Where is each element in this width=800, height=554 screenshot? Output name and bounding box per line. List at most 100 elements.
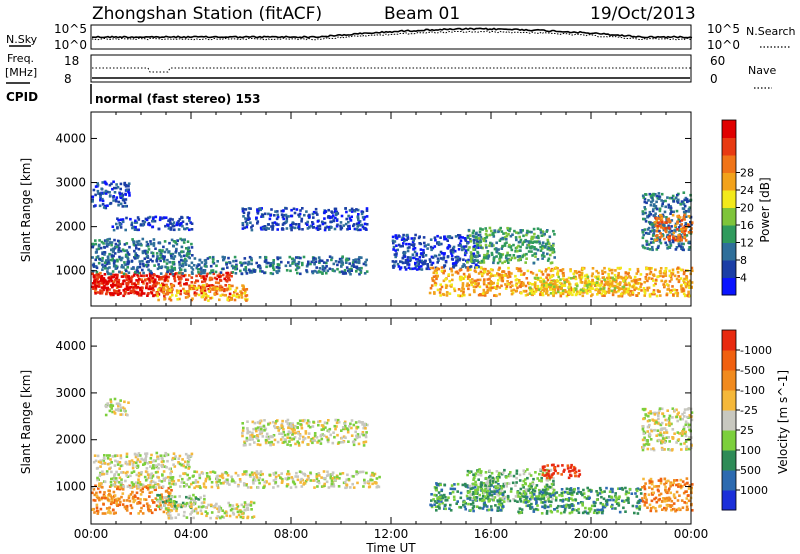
velocity-cell [124, 479, 127, 483]
power-cell [402, 242, 405, 245]
power-cell [294, 262, 297, 266]
power-cell [429, 286, 433, 290]
velocity-cell [209, 516, 212, 520]
power-cell [466, 236, 470, 239]
power-cell [276, 271, 279, 275]
power-cell [276, 215, 280, 219]
power-cell [505, 238, 508, 241]
power-cell [654, 205, 658, 208]
velocity-cell [170, 509, 174, 512]
power-cell [489, 289, 492, 292]
power-cell [136, 286, 140, 289]
velocity-cell [118, 476, 122, 480]
power-cell [158, 241, 162, 245]
power-cell [137, 281, 140, 284]
velocity-cell [190, 502, 193, 506]
power-cell [628, 283, 631, 287]
power-cell [508, 254, 512, 257]
power-cell [486, 272, 489, 276]
power-cell [240, 272, 244, 275]
power-cell [174, 251, 177, 254]
power-cell [349, 272, 352, 276]
velocity-cell [250, 500, 253, 504]
power-cell [668, 269, 671, 273]
velocity-cell [141, 487, 144, 490]
velocity-cell [204, 486, 208, 489]
power-cell [519, 269, 523, 273]
velocity-cell [278, 427, 282, 430]
velocity-cell [300, 471, 303, 474]
power-cell [325, 225, 329, 229]
power-cell [278, 266, 281, 270]
power-cell [117, 218, 120, 222]
power-cell [202, 294, 205, 297]
power-cell [149, 258, 152, 262]
power-cell [110, 253, 114, 257]
power-cell [455, 270, 459, 274]
velocity-cell [99, 459, 102, 462]
velocity-cell [142, 504, 146, 507]
power-cell [126, 286, 129, 290]
power-cell [200, 261, 204, 264]
power-cell [159, 272, 163, 275]
power-cell [128, 280, 131, 284]
velocity-cell [195, 485, 198, 488]
power-cell [392, 266, 395, 269]
power-cell [186, 240, 190, 243]
power-cell [94, 251, 98, 254]
power-cell [359, 256, 363, 259]
power-cell [204, 277, 208, 281]
velocity-cell [272, 443, 275, 446]
power-cell [348, 270, 351, 274]
power-cell [232, 266, 235, 270]
power-cell [497, 248, 500, 251]
velocity-cell [325, 480, 329, 484]
velocity-cell [161, 474, 164, 477]
power-cell [530, 235, 534, 239]
power-cell [537, 236, 540, 240]
power-cell [182, 263, 185, 267]
power-cell [158, 287, 162, 290]
velocity-cell [316, 485, 319, 488]
power-cell [660, 216, 664, 220]
power-cell [330, 258, 333, 262]
power-cell [200, 266, 203, 270]
velocity-cell [168, 482, 171, 485]
power-cell [190, 276, 194, 279]
power-cell [405, 242, 408, 246]
power-cell [559, 294, 563, 298]
power-cell [113, 245, 117, 249]
power-cell [458, 242, 462, 245]
power-cell [173, 272, 177, 276]
power-cell [431, 266, 435, 270]
power-cell [465, 284, 469, 288]
power-cell [682, 287, 685, 291]
velocity-cell [242, 444, 246, 447]
velocity-cell [154, 471, 158, 474]
power-cell [486, 252, 489, 256]
velocity-cell [162, 496, 166, 499]
power-cell [501, 261, 504, 265]
velocity-cell [153, 486, 157, 489]
power-cell [612, 284, 615, 288]
power-cell [97, 283, 101, 286]
power-cell [200, 269, 203, 272]
power-cell [157, 275, 160, 278]
velocity-cell [374, 482, 378, 485]
velocity-cell [352, 475, 355, 478]
power-cell [213, 292, 216, 296]
power-cell [624, 291, 627, 294]
power-cell [151, 254, 155, 258]
power-cell [521, 241, 525, 245]
velocity-cell [248, 438, 252, 441]
power-cell [579, 288, 583, 292]
power-cell [619, 294, 622, 298]
power-cell [513, 256, 517, 260]
power-cell [466, 242, 469, 245]
power-cell [265, 226, 268, 230]
velocity-cell [321, 433, 324, 436]
power-cell [484, 243, 488, 247]
power-cell [573, 275, 576, 279]
velocity-cell [178, 495, 181, 498]
